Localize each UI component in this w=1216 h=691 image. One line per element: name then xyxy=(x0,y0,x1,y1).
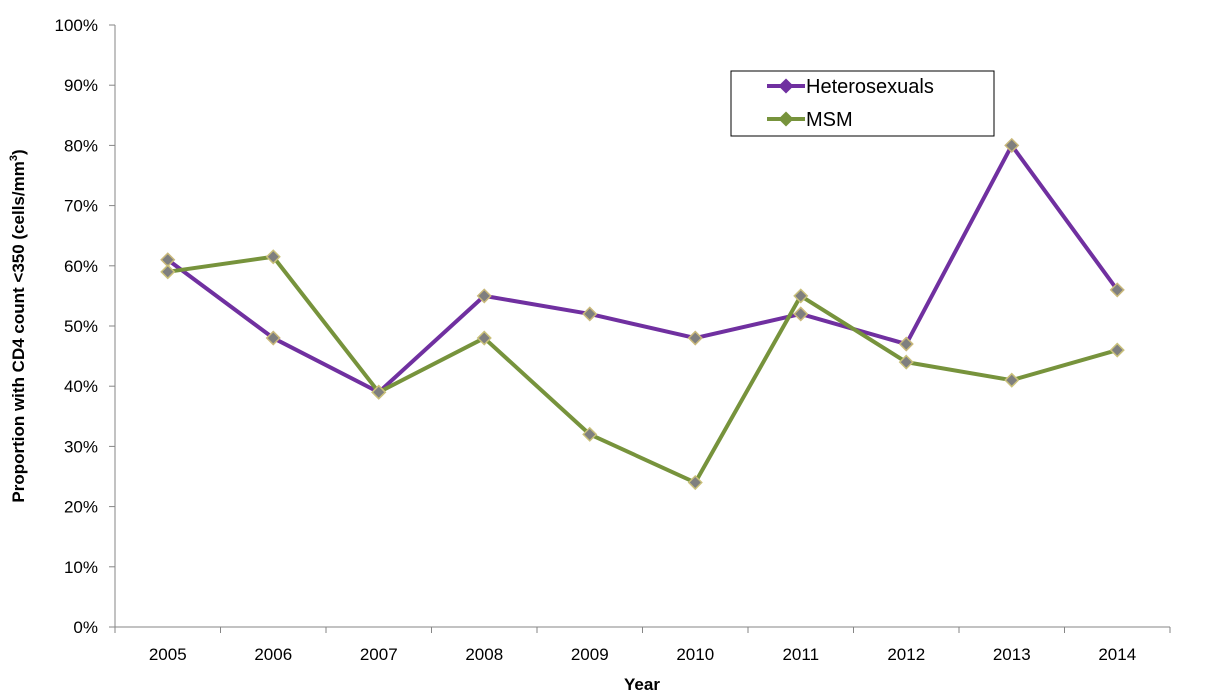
axes: 0%10%20%30%40%50%60%70%80%90%100% 2005 20… xyxy=(55,16,1171,664)
y-tick-label: 0% xyxy=(73,618,98,637)
y-tick-label: 90% xyxy=(64,76,98,95)
legend-label-heterosexuals: Heterosexuals xyxy=(806,76,934,98)
data-point-heterosexuals xyxy=(265,330,281,346)
x-tick-label: 2010 xyxy=(676,645,714,664)
data-point-heterosexuals xyxy=(1004,137,1020,153)
data-point-msm xyxy=(371,384,387,400)
y-tick-label: 40% xyxy=(64,377,98,396)
x-axis-title: Year xyxy=(624,675,660,691)
data-point-msm xyxy=(160,264,176,280)
x-tick-label: 2008 xyxy=(465,645,503,664)
data-point-heterosexuals xyxy=(793,306,809,322)
x-tick-label: 2005 xyxy=(149,645,187,664)
data-point-heterosexuals xyxy=(582,306,598,322)
legend-label-msm: MSM xyxy=(806,109,853,131)
data-point-msm xyxy=(582,426,598,442)
series-line-msm xyxy=(167,254,1118,485)
y-axis-title-superscript: 3 xyxy=(8,155,20,161)
data-point-heterosexuals xyxy=(1109,282,1125,298)
data-point-msm xyxy=(265,249,281,265)
x-tick-label: 2007 xyxy=(360,645,398,664)
x-tick-label: 2006 xyxy=(254,645,292,664)
x-tick-label: 2011 xyxy=(782,645,819,664)
x-ticks: 2005 2006 2007 2008 2009 2010 2011 2012 2013 2014 xyxy=(114,627,1171,664)
data-point-msm xyxy=(687,474,703,491)
y-tick-label: 80% xyxy=(64,136,98,155)
data-point-heterosexuals xyxy=(898,336,914,352)
series-layer xyxy=(160,137,1125,491)
legend-marker-heterosexuals xyxy=(778,78,794,94)
series-line-heterosexuals xyxy=(166,143,1119,395)
data-point-msm xyxy=(1004,372,1020,388)
x-tick-label: 2014 xyxy=(1098,645,1136,664)
data-point-msm xyxy=(793,288,809,304)
y-axis-title-main: Proportion with CD4 count <350 (cells/mm xyxy=(9,161,28,502)
y-tick-label: 50% xyxy=(64,317,98,336)
data-point-msm xyxy=(476,330,492,346)
legend-item-msm: MSM xyxy=(767,109,853,131)
data-point-msm xyxy=(898,354,914,370)
legend-marker-msm xyxy=(778,111,794,127)
x-tick-label: 2012 xyxy=(887,645,925,664)
x-tick-label: 2009 xyxy=(571,645,609,664)
y-tick-label: 100% xyxy=(55,16,98,35)
legend: Heterosexuals MSM xyxy=(730,70,995,137)
legend-item-heterosexuals: Heterosexuals xyxy=(767,76,934,98)
y-tick-label: 20% xyxy=(64,498,98,517)
y-tick-label: 70% xyxy=(64,197,98,216)
data-point-heterosexuals xyxy=(476,288,492,304)
y-tick-label: 30% xyxy=(64,437,98,456)
y-ticks: 0% 10% 20% 30% 40% 50% 60% 70% 80% 90% 100% xyxy=(55,16,115,637)
legend-box xyxy=(730,70,995,137)
y-tick-label: 10% xyxy=(64,558,98,577)
x-tick-label: 2013 xyxy=(993,645,1031,664)
y-axis-title-suffix: ) xyxy=(9,149,28,155)
data-point-heterosexuals xyxy=(687,330,703,346)
data-point-msm xyxy=(1109,342,1125,358)
y-tick-label: 60% xyxy=(64,257,98,276)
y-axis-title: Proportion with CD4 count <350 (cells/mm… xyxy=(8,149,28,502)
